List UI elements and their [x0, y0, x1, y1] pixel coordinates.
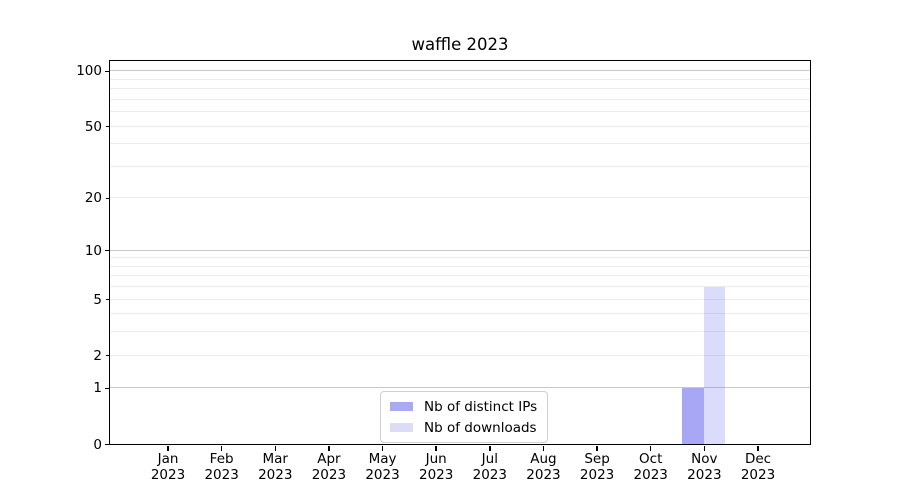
x-tick-label: Sep 2023: [579, 451, 615, 483]
x-tick-label: Jul 2023: [472, 451, 507, 483]
y-tick-mark: [104, 70, 109, 72]
x-tick-label: Apr 2023: [311, 451, 347, 483]
gridline-minor: [110, 98, 810, 100]
y-tick-label: 1: [93, 380, 102, 397]
y-tick-mark: [105, 298, 109, 301]
gridline-minor: [110, 275, 810, 277]
gridline-major: [110, 249, 810, 251]
y-tick-label: 5: [93, 291, 102, 308]
gridline-minor: [110, 313, 810, 315]
x-tick-mark: [542, 446, 545, 451]
gridline-minor: [110, 143, 810, 145]
y-tick-label: 100: [76, 63, 102, 80]
gridline-minor: [110, 125, 810, 127]
y-tick-mark: [104, 443, 109, 446]
bar-distinct-ips: [682, 387, 704, 444]
x-tick-label: Jan 2023: [150, 451, 186, 483]
x-tick-mark: [703, 446, 706, 451]
x-tick-mark: [650, 446, 652, 451]
x-tick-label: Mar 2023: [258, 451, 293, 483]
x-tick-label: Aug 2023: [526, 451, 561, 483]
x-tick-label: Feb 2023: [204, 451, 239, 483]
y-tick-mark: [105, 197, 109, 199]
gridline-minor: [110, 354, 810, 356]
bar-downloads: [703, 286, 726, 444]
y-tick-label: 50: [84, 118, 102, 135]
legend-label: Nb of downloads: [424, 419, 537, 436]
x-tick-mark: [596, 446, 598, 451]
legend-label: Nb of distinct IPs: [424, 398, 538, 415]
gridline-minor: [110, 111, 810, 113]
plot-area: [109, 60, 811, 445]
x-tick-label: Oct 2023: [633, 451, 668, 483]
legend-swatch: [390, 402, 413, 411]
x-tick-mark: [489, 446, 491, 451]
x-tick-mark: [381, 446, 384, 451]
legend-item: Nb of downloads: [390, 417, 537, 438]
gridline-minor: [110, 257, 810, 259]
x-tick-mark: [435, 446, 437, 451]
gridline-minor: [110, 165, 810, 167]
x-tick-label: May 2023: [365, 451, 400, 483]
x-tick-mark: [757, 446, 759, 451]
y-tick-mark: [105, 354, 109, 357]
x-tick-mark: [328, 446, 330, 451]
chart-title: waffle 2023: [411, 35, 509, 54]
legend-item: Nb of distinct IPs: [390, 396, 537, 417]
gridline-minor: [110, 88, 810, 90]
x-tick-mark: [167, 446, 169, 451]
x-tick-mark: [274, 446, 276, 451]
y-tick-label: 0: [93, 436, 102, 453]
y-tick-label: 20: [84, 190, 102, 207]
y-tick-mark: [105, 125, 109, 128]
gridline-minor: [110, 265, 810, 267]
x-tick-label: Nov 2023: [687, 451, 722, 483]
legend-swatch: [390, 423, 413, 432]
gridline-major: [110, 387, 810, 389]
x-tick-label: Dec 2023: [740, 451, 776, 483]
x-tick-label: Jun 2023: [418, 451, 454, 483]
gridline-major: [110, 70, 810, 72]
x-tick-mark: [220, 446, 223, 451]
y-tick-label: 2: [93, 347, 102, 364]
gridline-minor: [110, 286, 810, 288]
gridline-minor: [110, 78, 810, 80]
y-tick-mark: [104, 387, 109, 390]
legend: Nb of distinct IPs Nb of downloads: [380, 391, 549, 443]
gridline-minor: [110, 197, 810, 199]
y-tick-label: 10: [84, 242, 102, 259]
gridline-minor: [110, 298, 810, 300]
y-tick-mark: [104, 249, 109, 252]
gridline-minor: [110, 331, 810, 333]
